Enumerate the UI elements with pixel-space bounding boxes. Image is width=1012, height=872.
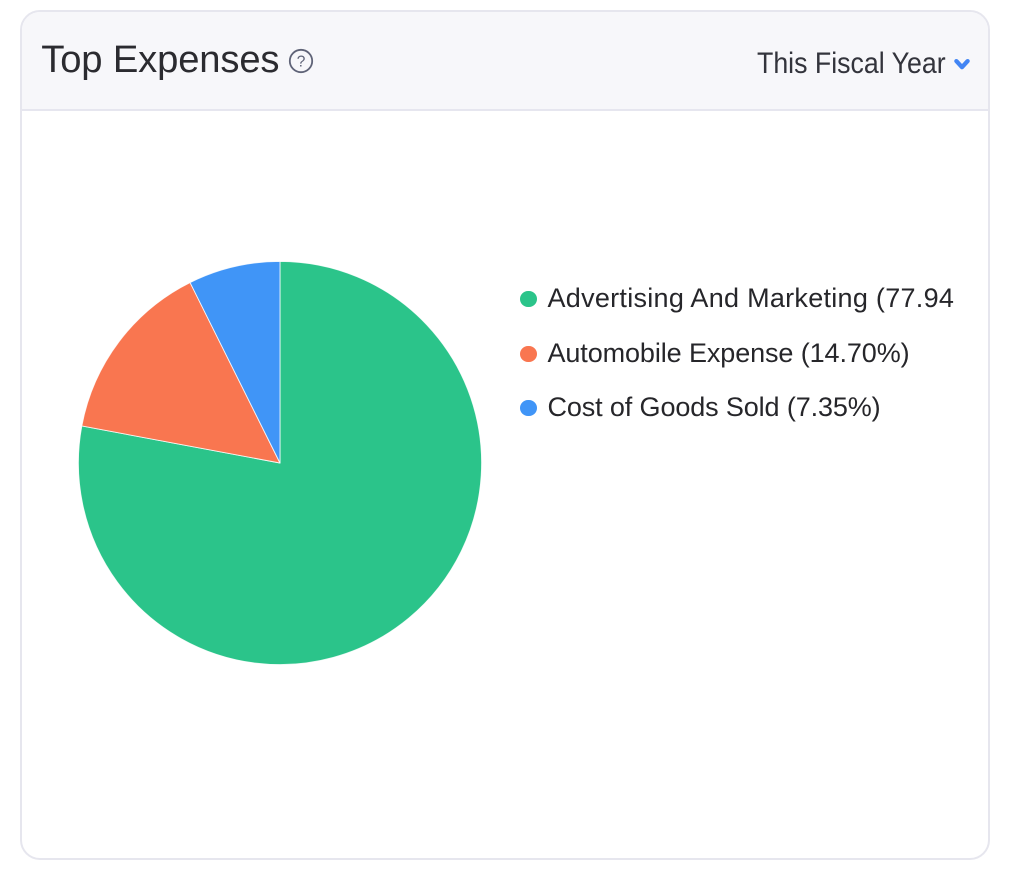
svg-text:?: ? (297, 53, 306, 70)
